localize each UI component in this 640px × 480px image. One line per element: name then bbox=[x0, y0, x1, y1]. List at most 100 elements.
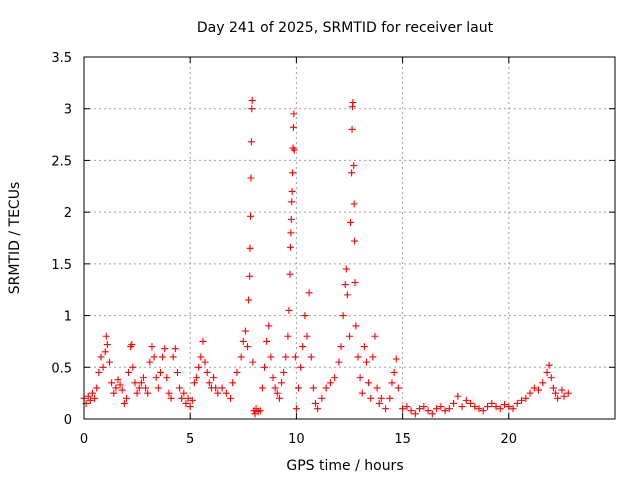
data-point bbox=[116, 381, 124, 389]
data-point bbox=[95, 368, 103, 376]
data-point bbox=[156, 368, 164, 376]
data-point bbox=[190, 379, 198, 387]
data-point bbox=[337, 343, 345, 351]
data-point bbox=[407, 407, 415, 415]
data-point bbox=[488, 399, 496, 407]
data-point bbox=[286, 270, 294, 278]
data-point bbox=[99, 363, 107, 371]
data-point bbox=[312, 399, 320, 407]
data-point bbox=[146, 358, 154, 366]
data-point bbox=[513, 399, 521, 407]
data-point bbox=[118, 386, 126, 394]
data-point bbox=[288, 187, 296, 195]
data-point bbox=[163, 374, 171, 382]
data-point bbox=[101, 348, 109, 356]
y-tick-label: 2 bbox=[64, 206, 72, 221]
data-point bbox=[343, 291, 351, 299]
data-point bbox=[97, 353, 105, 361]
data-point bbox=[309, 384, 317, 392]
data-point bbox=[362, 358, 370, 366]
x-axis-label: GPS time / hours bbox=[286, 458, 403, 474]
data-point bbox=[167, 394, 175, 402]
data-point bbox=[148, 343, 156, 351]
data-point bbox=[558, 386, 566, 394]
data-point bbox=[462, 396, 470, 404]
y-tick-label: 0.5 bbox=[51, 361, 72, 376]
data-point bbox=[331, 374, 339, 382]
data-point bbox=[348, 169, 356, 177]
data-point bbox=[212, 384, 220, 392]
data-point bbox=[222, 389, 230, 397]
data-point bbox=[549, 384, 557, 392]
data-point bbox=[265, 322, 273, 330]
data-point bbox=[339, 312, 347, 320]
y-tick-label: 2.5 bbox=[51, 154, 72, 169]
data-point bbox=[350, 162, 358, 170]
data-point bbox=[108, 379, 116, 387]
data-point bbox=[176, 384, 184, 392]
data-point bbox=[467, 399, 475, 407]
data-point bbox=[347, 218, 355, 226]
data-point bbox=[352, 322, 360, 330]
data-point bbox=[394, 384, 402, 392]
data-point bbox=[535, 386, 543, 394]
data-point bbox=[84, 392, 92, 400]
data-point bbox=[248, 105, 256, 113]
y-axis-label: SRMTID / TECUs bbox=[7, 182, 23, 295]
data-point bbox=[437, 403, 445, 411]
data-point bbox=[131, 379, 139, 387]
data-point bbox=[547, 374, 555, 382]
data-point bbox=[286, 243, 294, 251]
data-point bbox=[433, 405, 441, 413]
data-point bbox=[275, 394, 283, 402]
data-point bbox=[358, 389, 366, 397]
data-point bbox=[271, 384, 279, 392]
data-point bbox=[441, 407, 449, 415]
data-point bbox=[267, 353, 275, 361]
data-point bbox=[197, 353, 205, 361]
data-point bbox=[348, 125, 356, 133]
data-point bbox=[263, 337, 271, 345]
data-point bbox=[454, 392, 462, 400]
data-point bbox=[195, 363, 203, 371]
data-point bbox=[445, 405, 453, 413]
data-point bbox=[278, 379, 286, 387]
data-point bbox=[356, 374, 364, 382]
data-point bbox=[303, 332, 311, 340]
data-point bbox=[144, 389, 152, 397]
data-point bbox=[471, 403, 479, 411]
data-point bbox=[564, 389, 572, 397]
data-point bbox=[360, 343, 368, 351]
data-point bbox=[91, 394, 99, 402]
data-point bbox=[450, 399, 458, 407]
data-point bbox=[530, 384, 538, 392]
data-point bbox=[484, 403, 492, 411]
data-point bbox=[290, 146, 298, 154]
data-point bbox=[287, 215, 295, 223]
data-point bbox=[161, 345, 169, 353]
data-point bbox=[137, 379, 145, 387]
data-point bbox=[86, 396, 94, 404]
data-point bbox=[178, 394, 186, 402]
data-point bbox=[326, 379, 334, 387]
grid-lines bbox=[84, 57, 615, 419]
data-point bbox=[367, 394, 375, 402]
data-point bbox=[386, 394, 394, 402]
x-tick-label: 20 bbox=[501, 432, 518, 447]
data-point bbox=[244, 343, 252, 351]
data-point bbox=[182, 399, 190, 407]
data-point bbox=[129, 363, 137, 371]
data-point bbox=[411, 410, 419, 418]
data-point bbox=[342, 265, 350, 273]
data-point bbox=[458, 403, 466, 411]
data-point bbox=[305, 289, 313, 297]
data-points bbox=[80, 96, 572, 418]
data-point bbox=[496, 405, 504, 413]
data-point bbox=[371, 332, 379, 340]
data-point bbox=[273, 389, 281, 397]
data-point bbox=[128, 341, 136, 349]
data-point bbox=[171, 345, 179, 353]
data-point bbox=[505, 403, 513, 411]
data-point bbox=[479, 407, 487, 415]
